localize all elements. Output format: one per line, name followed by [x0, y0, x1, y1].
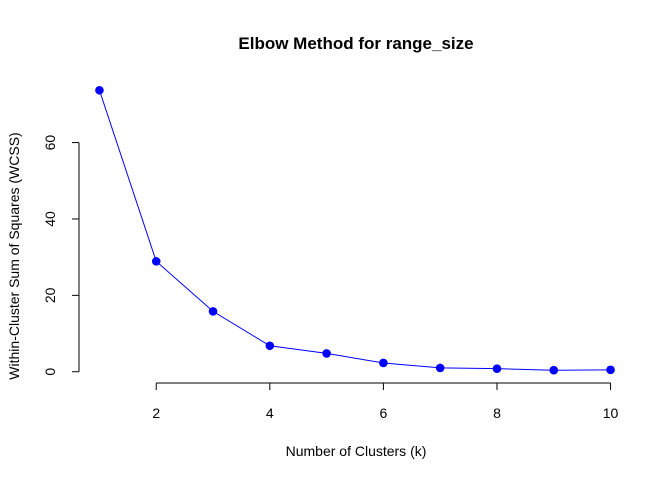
data-point — [379, 358, 388, 368]
data-point — [322, 349, 331, 358]
series-layer — [95, 85, 615, 375]
y-tick-label: 60 — [42, 135, 58, 151]
y-axis-label: Within-Cluster Sum of Squares (WCSS) — [6, 132, 22, 379]
x-tick-label: 4 — [266, 405, 274, 421]
data-point — [265, 341, 275, 351]
x-tick-label: 8 — [493, 405, 501, 421]
y-tick-label: 20 — [42, 287, 58, 303]
data-point — [208, 307, 218, 316]
data-point — [606, 365, 615, 375]
data-point — [95, 85, 104, 95]
data-point — [549, 365, 559, 375]
data-point — [151, 257, 161, 266]
x-tick-label: 2 — [152, 405, 160, 421]
x-axis-label: Number of Clusters (k) — [286, 443, 427, 459]
x-axis: 2 4 6 8 10 — [152, 382, 619, 421]
x-tick-label: 6 — [379, 405, 387, 421]
y-tick-label: 40 — [42, 211, 58, 227]
y-axis: 0 20 40 60 — [42, 135, 80, 376]
chart-title: Elbow Method for range_size — [238, 34, 473, 53]
series-line — [98, 90, 611, 371]
x-tick-label: 10 — [603, 405, 619, 421]
data-point — [435, 363, 445, 373]
y-tick-label: 0 — [42, 368, 58, 376]
data-point — [492, 364, 502, 373]
